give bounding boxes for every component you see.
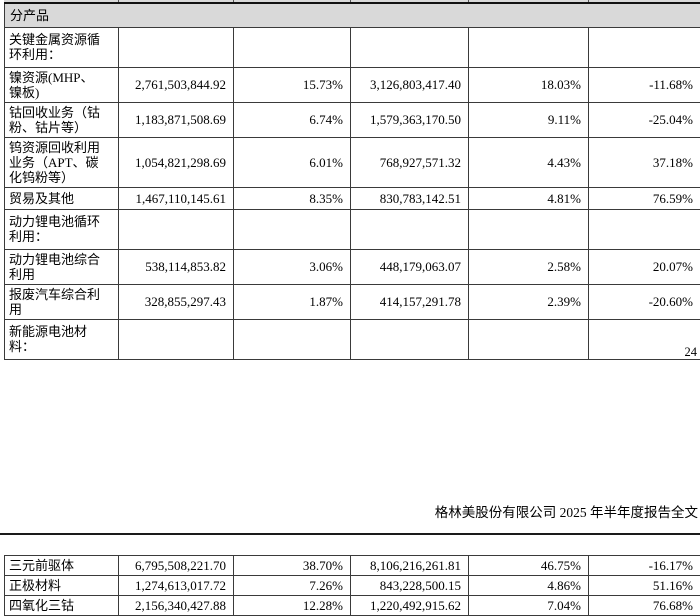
current-amount-cell [119, 209, 234, 249]
current-amount-cell: 538,114,853.82 [119, 249, 234, 284]
current-share-cell: 8.35% [234, 187, 351, 209]
table-row: 动力锂电池综合利用 538,114,853.82 3.06% 448,179,0… [5, 249, 700, 284]
prior-share-cell: 4.81% [469, 187, 589, 209]
section-header-cell: 分产品 [5, 3, 700, 27]
yoy-change-cell [589, 319, 700, 359]
battery-materials-table: 三元前驱体 6,795,508,221.70 38.70% 8,106,216,… [4, 555, 700, 616]
prior-amount-cell: 8,106,216,261.81 [351, 556, 469, 576]
row-label-cell: 三元前驱体 [5, 556, 119, 576]
prior-share-cell: 4.86% [469, 576, 589, 596]
yoy-change-cell: -25.04% [589, 102, 700, 137]
current-amount-cell: 2,156,340,427.88 [119, 596, 234, 616]
row-label-cell: 关键金属资源循环利用： [5, 27, 119, 67]
prior-amount-cell: 1,579,363,170.50 [351, 102, 469, 137]
table-row: 贸易及其他 1,467,110,145.61 8.35% 830,783,142… [5, 187, 700, 209]
prior-share-cell: 2.39% [469, 284, 589, 319]
row-label-cell: 镍资源(MHP、镍板) [5, 67, 119, 102]
prior-share-cell [469, 27, 589, 67]
current-share-cell: 6.01% [234, 137, 351, 187]
row-label-cell: 钨资源回收利用业务（APT、碳化钨粉等） [5, 137, 119, 187]
prior-share-cell: 46.75% [469, 556, 589, 576]
current-share-cell: 1.87% [234, 284, 351, 319]
header-rule [0, 533, 700, 535]
prior-amount-cell: 3,126,803,417.40 [351, 67, 469, 102]
row-label-cell: 报废汽车综合利用 [5, 284, 119, 319]
table-row: 关键金属资源循环利用： [5, 27, 700, 67]
yoy-change-cell: 51.16% [589, 576, 700, 596]
prior-share-cell: 18.03% [469, 67, 589, 102]
report-header: 格林美股份有限公司 2025 年半年度报告全文 [0, 504, 698, 521]
current-amount-cell: 1,274,613,017.72 [119, 576, 234, 596]
row-label-cell: 动力锂电池循环利用： [5, 209, 119, 249]
table-row: 钨资源回收利用业务（APT、碳化钨粉等） 1,054,821,298.69 6.… [5, 137, 700, 187]
revenue-by-product-table: 分产品 关键金属资源循环利用： 镍资源(MHP、镍板) 2,761,503,84… [4, 2, 700, 360]
table-section-header-row: 分产品 [5, 3, 700, 27]
current-amount-cell: 1,183,871,508.69 [119, 102, 234, 137]
row-label-cell: 正极材料 [5, 576, 119, 596]
table-row: 新能源电池材料： [5, 319, 700, 359]
yoy-change-cell: 76.59% [589, 187, 700, 209]
prior-amount-cell: 1,220,492,915.62 [351, 596, 469, 616]
table-row: 报废汽车综合利用 328,855,297.43 1.87% 414,157,29… [5, 284, 700, 319]
current-amount-cell: 6,795,508,221.70 [119, 556, 234, 576]
current-share-cell: 6.74% [234, 102, 351, 137]
prior-share-cell [469, 209, 589, 249]
row-label-cell: 钴回收业务（钴粉、钴片等） [5, 102, 119, 137]
yoy-change-cell [589, 209, 700, 249]
current-share-cell: 38.70% [234, 556, 351, 576]
current-share-cell: 12.28% [234, 596, 351, 616]
yoy-change-cell: -20.60% [589, 284, 700, 319]
prior-share-cell: 7.04% [469, 596, 589, 616]
current-amount-cell [119, 27, 234, 67]
current-share-cell: 7.26% [234, 576, 351, 596]
table-row: 镍资源(MHP、镍板) 2,761,503,844.92 15.73% 3,12… [5, 67, 700, 102]
yoy-change-cell: -16.17% [589, 556, 700, 576]
current-share-cell [234, 27, 351, 67]
yoy-change-cell: 20.07% [589, 249, 700, 284]
prior-amount-cell [351, 27, 469, 67]
prior-amount-cell [351, 319, 469, 359]
prior-amount-cell: 768,927,571.32 [351, 137, 469, 187]
yoy-change-cell: -11.68% [589, 67, 700, 102]
table-row: 正极材料 1,274,613,017.72 7.26% 843,228,500.… [5, 576, 700, 596]
row-label-cell: 贸易及其他 [5, 187, 119, 209]
row-label-cell: 四氧化三钴 [5, 596, 119, 616]
current-amount-cell: 1,054,821,298.69 [119, 137, 234, 187]
prior-amount-cell: 448,179,063.07 [351, 249, 469, 284]
prior-amount-cell: 414,157,291.78 [351, 284, 469, 319]
table-row: 动力锂电池循环利用： [5, 209, 700, 249]
current-share-cell [234, 209, 351, 249]
prior-share-cell: 9.11% [469, 102, 589, 137]
row-label-cell: 动力锂电池综合利用 [5, 249, 119, 284]
yoy-change-cell [589, 27, 700, 67]
current-amount-cell: 1,467,110,145.61 [119, 187, 234, 209]
prior-amount-cell: 830,783,142.51 [351, 187, 469, 209]
table-row: 钴回收业务（钴粉、钴片等） 1,183,871,508.69 6.74% 1,5… [5, 102, 700, 137]
current-amount-cell: 328,855,297.43 [119, 284, 234, 319]
yoy-change-cell: 76.68% [589, 596, 700, 616]
prior-share-cell: 4.43% [469, 137, 589, 187]
current-amount-cell [119, 319, 234, 359]
current-share-cell: 15.73% [234, 67, 351, 102]
current-share-cell [234, 319, 351, 359]
row-label-cell: 新能源电池材料： [5, 319, 119, 359]
prior-share-cell [469, 319, 589, 359]
current-amount-cell: 2,761,503,844.92 [119, 67, 234, 102]
current-share-cell: 3.06% [234, 249, 351, 284]
table-row: 三元前驱体 6,795,508,221.70 38.70% 8,106,216,… [5, 556, 700, 576]
table-row: 四氧化三钴 2,156,340,427.88 12.28% 1,220,492,… [5, 596, 700, 616]
prior-amount-cell [351, 209, 469, 249]
yoy-change-cell: 37.18% [589, 137, 700, 187]
prior-share-cell: 2.58% [469, 249, 589, 284]
prior-amount-cell: 843,228,500.15 [351, 576, 469, 596]
page-number: 24 [685, 345, 698, 359]
